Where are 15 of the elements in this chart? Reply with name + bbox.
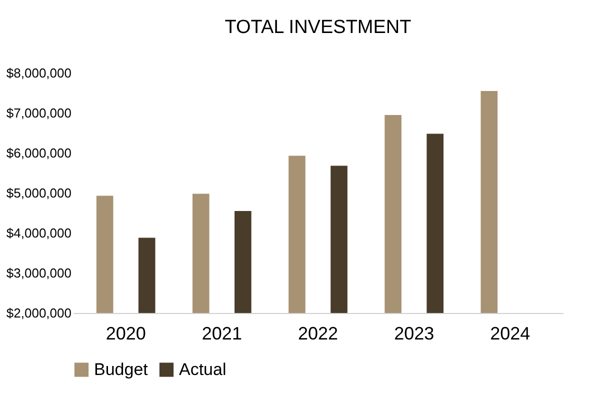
x-tick-label: 2023 [394, 324, 434, 344]
x-tick-label: 2024 [490, 324, 530, 344]
legend-label: Actual [179, 360, 226, 379]
y-tick-label: $4,000,000 [6, 226, 72, 240]
x-tick-label: 2022 [298, 324, 338, 344]
y-tick-label: $8,000,000 [6, 66, 72, 80]
y-tick-label: $2,000,000 [6, 306, 72, 320]
legend-label: Budget [94, 360, 148, 379]
x-tick-label: 2020 [106, 324, 146, 344]
chart-title: TOTAL INVESTMENT [224, 17, 412, 38]
y-tick-label: $7,000,000 [6, 106, 72, 120]
x-tick-label: 2021 [202, 324, 242, 344]
y-tick-label: $3,000,000 [6, 266, 72, 280]
y-tick-label: $5,000,000 [6, 186, 72, 200]
y-tick-label: $6,000,000 [6, 146, 72, 160]
